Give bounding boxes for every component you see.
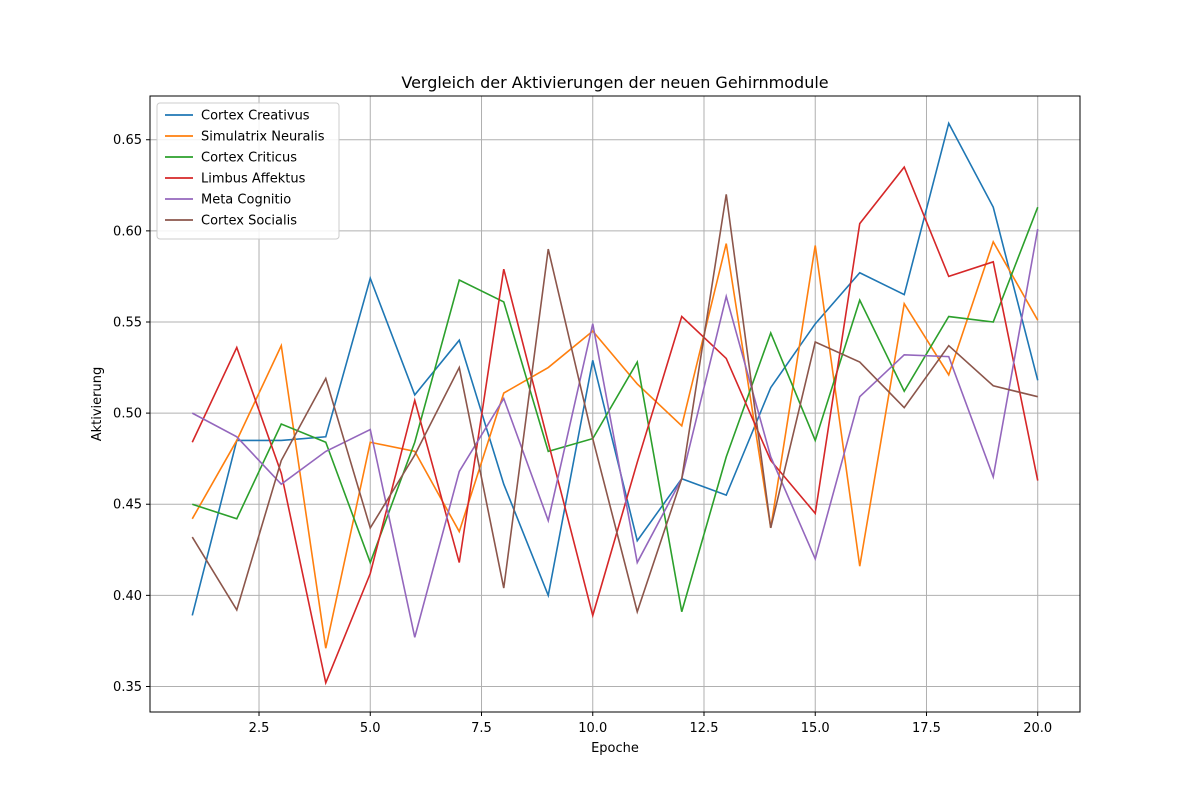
y-tick-label: 0.35 — [113, 680, 142, 695]
legend-box — [156, 102, 340, 240]
legend-label: Cortex Socialis — [201, 214, 297, 229]
series-line-meta-cognitio — [191, 228, 1039, 638]
legend-label: Simulatrix Neuralis — [201, 130, 325, 145]
legend-label: Meta Cognitio — [201, 193, 291, 208]
x-tick-label: 10.0 — [578, 721, 607, 736]
y-axis-label: Aktivierung — [90, 367, 105, 442]
legend: Cortex Creativus Simulatrix Neuralis Corte… — [156, 102, 340, 240]
y-tick-label: 0.50 — [113, 407, 142, 422]
x-axis-label: Epoche — [591, 741, 639, 756]
legend-label: Limbus Affektus — [201, 172, 306, 187]
series-line-cortex-criticus — [192, 206, 1039, 612]
x-tick-label: 15.0 — [801, 721, 830, 736]
legend-label: Cortex Criticus — [201, 151, 297, 166]
y-tick-label: 0.45 — [113, 498, 142, 513]
series-lines — [191, 121, 1039, 686]
x-tick-label: 5.0 — [360, 721, 381, 736]
x-tick-label: 7.5 — [471, 721, 492, 736]
plot-frame — [149, 95, 1081, 713]
y-tick-label: 0.55 — [113, 315, 142, 330]
legend-label: Cortex Creativus — [201, 109, 310, 124]
x-tick-label: 12.5 — [690, 721, 719, 736]
series-line-cortex-creativus — [191, 121, 1039, 616]
series-line-limbus-affektus — [191, 165, 1039, 686]
y-tick-label: 0.60 — [113, 224, 142, 239]
y-tick-label: 0.65 — [113, 133, 142, 148]
series-line-simulatrix-neuralis — [191, 239, 1039, 649]
grid-lines — [150, 96, 1080, 712]
x-axis-ticks: 2.5 5.0 7.5 10.0 12.5 15.0 17.5 20.0 — [249, 712, 1052, 736]
x-tick-label: 17.5 — [912, 721, 941, 736]
x-tick-label: 2.5 — [249, 721, 270, 736]
y-axis-ticks: 0.35 0.40 0.45 0.50 0.55 0.60 0.65 — [113, 133, 150, 695]
y-tick-label: 0.40 — [113, 589, 142, 604]
chart-title: Vergleich der Aktivierungen der neuen Ge… — [401, 73, 828, 92]
x-tick-label: 20.0 — [1023, 721, 1052, 736]
series-line-cortex-socialis — [191, 194, 1038, 615]
